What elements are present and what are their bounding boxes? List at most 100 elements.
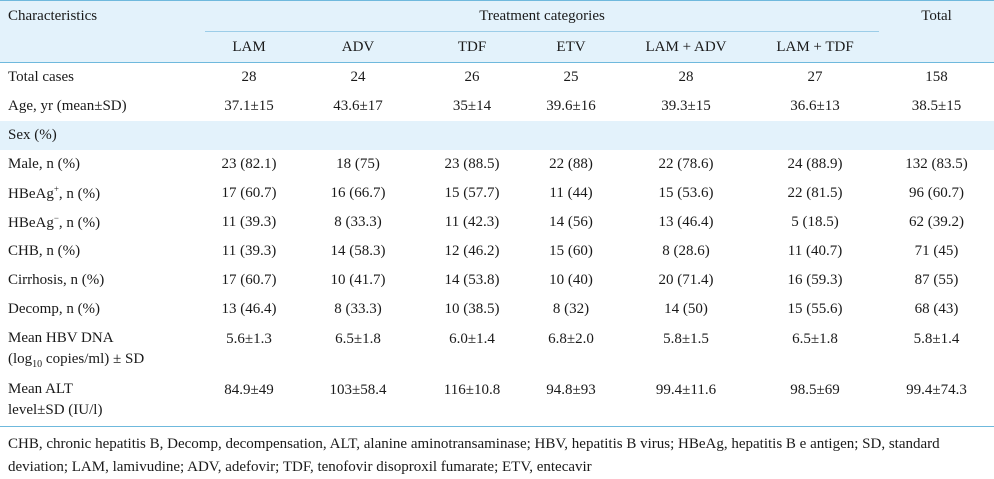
cell: 38.5±15 xyxy=(911,98,962,114)
cell: 8 (28.6) xyxy=(662,243,710,259)
cell: 5.8±1.5 xyxy=(663,331,709,347)
cell: 15 (53.6) xyxy=(658,185,714,201)
table-row: HBeAg+, n (%) 17 (60.7) 16 (66.7) 15 (57… xyxy=(0,179,994,208)
cell: 17 (60.7) xyxy=(221,272,277,288)
cell: 23 (82.1) xyxy=(221,156,277,172)
cell: 6.5±1.8 xyxy=(335,331,381,347)
label-line2: level±SD (IU/l) xyxy=(8,402,103,418)
cell: 23 (88.5) xyxy=(444,156,500,172)
cell: 13 (46.4) xyxy=(221,301,277,317)
label-line1: Mean HBV DNA xyxy=(8,330,114,346)
label-rest: , n (%) xyxy=(58,215,101,231)
table-row: Male, n (%) 23 (82.1) 18 (75) 23 (88.5) … xyxy=(0,150,994,179)
cell: 17 (60.7) xyxy=(221,185,277,201)
label-sub: 10 xyxy=(32,359,43,370)
cell: 36.6±13 xyxy=(790,98,840,114)
table-footnote: CHB, chronic hepatitis B, Decomp, decomp… xyxy=(8,436,940,475)
cell: 25 xyxy=(563,69,579,85)
header-total-blank xyxy=(879,31,994,63)
cell: 5.6±1.3 xyxy=(226,331,272,347)
table-row: Total cases 28 24 26 25 28 27 158 xyxy=(0,63,994,93)
cell: 28 xyxy=(241,69,257,85)
cell: 16 (66.7) xyxy=(330,185,386,201)
cell: 71 (45) xyxy=(914,243,959,259)
cell: 158 xyxy=(925,69,948,85)
header-col-etv: ETV xyxy=(521,31,621,63)
cell: 10 (40) xyxy=(549,272,593,288)
cell: 37.1±15 xyxy=(224,98,274,114)
row-label: HBeAg+, n (%) xyxy=(0,179,205,208)
table-row: Mean ALT level±SD (IU/l) 84.9±49 103±58.4… xyxy=(0,375,994,427)
cell: 26 xyxy=(464,69,480,85)
cell: 15 (60) xyxy=(549,243,593,259)
cell: 13 (46.4) xyxy=(658,214,714,230)
row-label: CHB, n (%) xyxy=(8,243,81,259)
cell: 24 xyxy=(350,69,366,85)
cell: 8 (33.3) xyxy=(334,214,382,230)
cell: 11 (42.3) xyxy=(444,214,500,230)
section-label-sex: Sex (%) xyxy=(8,127,57,143)
cell: 15 (57.7) xyxy=(444,185,500,201)
cell: 18 (75) xyxy=(336,156,380,172)
cell: 27 xyxy=(807,69,823,85)
cell: 11 (44) xyxy=(549,185,593,201)
row-label: HBeAg−, n (%) xyxy=(0,208,205,237)
header-row-1: Characteristics Treatment categories Tot… xyxy=(0,0,994,32)
cell: 103±58.4 xyxy=(293,375,423,427)
cell: 87 (55) xyxy=(914,272,959,288)
table-row: Age, yr (mean±SD) 37.1±15 43.6±17 35±14 … xyxy=(0,92,994,121)
row-label: Cirrhosis, n (%) xyxy=(8,272,105,288)
cell: 22 (78.6) xyxy=(658,156,714,172)
cell: 11 (39.3) xyxy=(221,214,277,230)
cell: 14 (53.8) xyxy=(444,272,500,288)
row-label: Decomp, n (%) xyxy=(8,301,101,317)
label-rest: , n (%) xyxy=(58,186,101,202)
cell: 116±10.8 xyxy=(423,375,521,427)
cell: 14 (58.3) xyxy=(330,243,386,259)
cell: 39.6±16 xyxy=(546,98,596,114)
row-label: Age, yr (mean±SD) xyxy=(8,98,127,114)
cell: 10 (41.7) xyxy=(330,272,386,288)
cell: 94.8±93 xyxy=(521,375,621,427)
header-col-lam-adv: LAM + ADV xyxy=(621,31,751,63)
cell: 12 (46.2) xyxy=(444,243,500,259)
row-label: Mean HBV DNA (log10 copies/ml) ± SD xyxy=(0,324,205,375)
header-col-adv: ADV xyxy=(293,31,423,63)
cell: 68 (43) xyxy=(914,301,959,317)
characteristics-table: Characteristics Treatment categories Tot… xyxy=(0,0,994,427)
label-main: HBeAg xyxy=(8,186,54,202)
section-row-sex: Sex (%) xyxy=(0,121,994,150)
label-main: HBeAg xyxy=(8,215,54,231)
cell: 5.8±1.4 xyxy=(913,331,960,347)
row-label: Male, n (%) xyxy=(8,156,81,172)
header-total: Total xyxy=(879,0,994,32)
cell: 24 (88.9) xyxy=(787,156,843,172)
table-row: Mean HBV DNA (log10 copies/ml) ± SD 5.6±1… xyxy=(0,324,994,375)
cell: 14 (56) xyxy=(549,214,593,230)
cell: 84.9±49 xyxy=(205,375,293,427)
cell: 15 (55.6) xyxy=(787,301,843,317)
cell: 99.4±74.3 xyxy=(879,375,994,427)
cell: 28 xyxy=(678,69,694,85)
cell: 8 (32) xyxy=(552,301,590,317)
header-blank xyxy=(0,31,205,63)
row-label: Total cases xyxy=(8,69,75,85)
table-row: Cirrhosis, n (%) 17 (60.7) 10 (41.7) 14 … xyxy=(0,266,994,295)
cell: 62 (39.2) xyxy=(909,214,965,230)
cell: 20 (71.4) xyxy=(658,272,714,288)
cell: 16 (59.3) xyxy=(787,272,843,288)
cell: 39.3±15 xyxy=(661,98,711,114)
cell: 43.6±17 xyxy=(333,98,383,114)
label-post: copies/ml) ± SD xyxy=(42,351,145,367)
cell: 11 (40.7) xyxy=(787,243,843,259)
table-row: Decomp, n (%) 13 (46.4) 8 (33.3) 10 (38.… xyxy=(0,295,994,324)
cell: 5 (18.5) xyxy=(791,214,839,230)
cell: 98.5±69 xyxy=(751,375,880,427)
cell: 35±14 xyxy=(452,98,492,114)
table-row: CHB, n (%) 11 (39.3) 14 (58.3) 12 (46.2)… xyxy=(0,237,994,266)
cell: 6.8±2.0 xyxy=(548,331,594,347)
cell: 22 (81.5) xyxy=(787,185,843,201)
header-treatment-categories: Treatment categories xyxy=(205,0,880,32)
label-sup: + xyxy=(53,184,59,194)
cell: 22 (88) xyxy=(549,156,593,172)
